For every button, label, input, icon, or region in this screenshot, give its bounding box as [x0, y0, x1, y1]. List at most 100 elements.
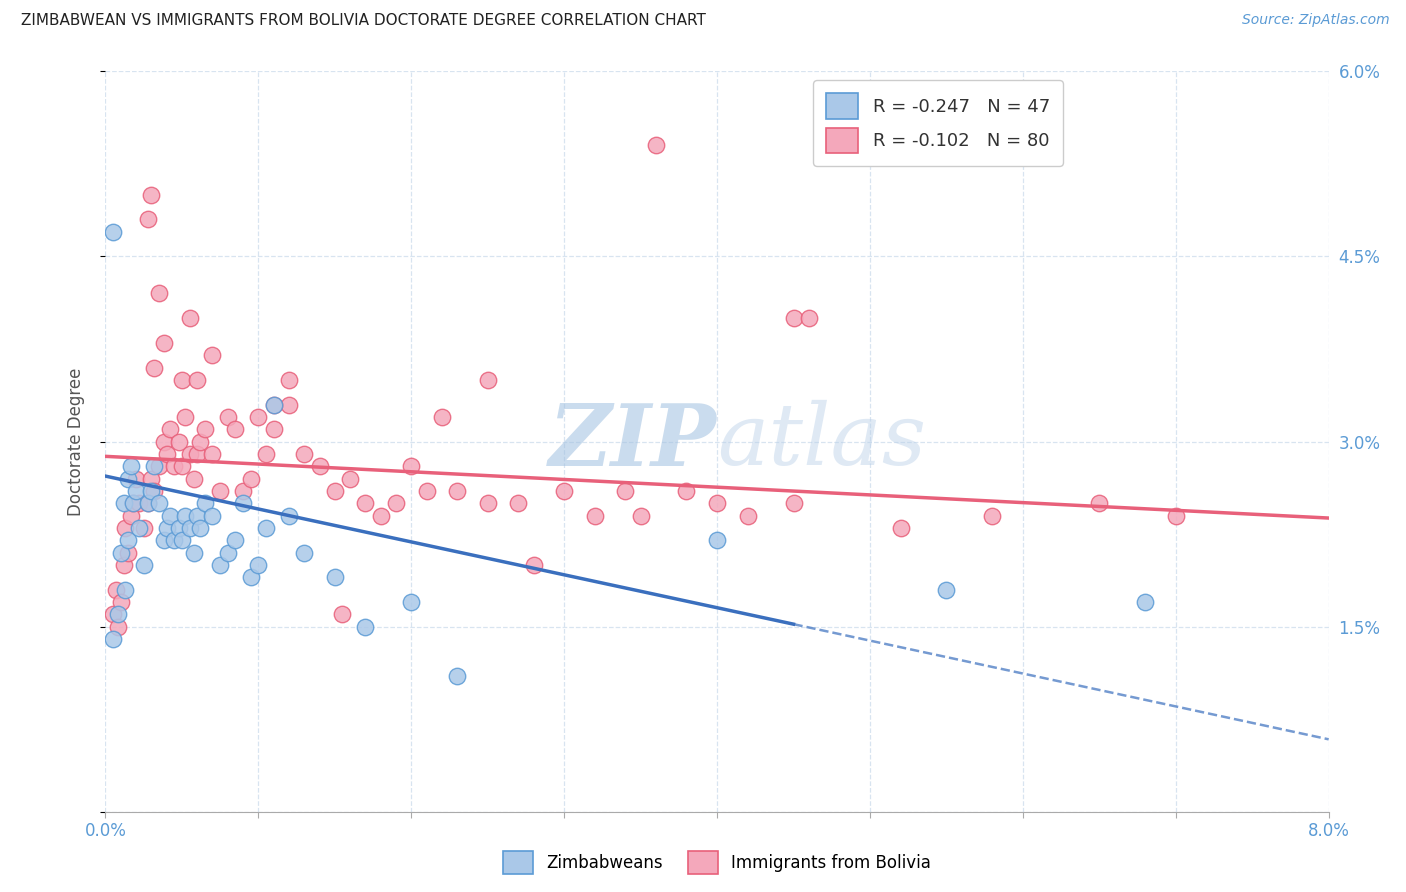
Point — [217, 545, 239, 560]
Point — [1133, 595, 1156, 609]
Point — [132, 558, 155, 572]
Point — [125, 483, 148, 498]
Point — [141, 471, 163, 485]
Point — [188, 521, 211, 535]
Point — [278, 508, 301, 523]
Point — [263, 422, 285, 436]
Point — [1088, 496, 1111, 510]
Point — [232, 496, 254, 510]
Point — [323, 570, 346, 584]
Point — [292, 545, 315, 560]
Point — [141, 187, 163, 202]
Point — [114, 521, 136, 535]
Point — [101, 607, 124, 622]
Point — [136, 212, 159, 227]
Point — [110, 595, 132, 609]
Point — [117, 533, 139, 548]
Point — [179, 447, 201, 461]
Point — [152, 533, 174, 548]
Point — [209, 483, 232, 498]
Point — [152, 434, 174, 449]
Point — [136, 496, 159, 510]
Point — [179, 521, 201, 535]
Point — [170, 459, 193, 474]
Point — [186, 373, 208, 387]
Point — [105, 582, 128, 597]
Point — [114, 582, 136, 597]
Point — [247, 558, 270, 572]
Point — [430, 409, 453, 424]
Point — [112, 496, 135, 510]
Point — [278, 398, 301, 412]
Point — [614, 483, 637, 498]
Point — [141, 483, 163, 498]
Point — [370, 508, 392, 523]
Point — [239, 570, 262, 584]
Point — [209, 558, 232, 572]
Point — [782, 496, 804, 510]
Point — [120, 459, 142, 474]
Point — [354, 619, 377, 633]
Point — [630, 508, 652, 523]
Point — [522, 558, 544, 572]
Point — [737, 508, 759, 523]
Point — [292, 447, 315, 461]
Legend: Zimbabweans, Immigrants from Bolivia: Zimbabweans, Immigrants from Bolivia — [496, 844, 938, 881]
Point — [644, 138, 668, 153]
Point — [117, 545, 139, 560]
Point — [201, 348, 224, 362]
Point — [188, 434, 211, 449]
Point — [101, 225, 124, 239]
Point — [117, 471, 139, 485]
Point — [354, 496, 377, 510]
Point — [935, 582, 957, 597]
Point — [167, 434, 190, 449]
Point — [675, 483, 697, 498]
Point — [706, 496, 728, 510]
Point — [385, 496, 408, 510]
Point — [136, 496, 159, 510]
Point — [152, 335, 174, 350]
Point — [254, 447, 277, 461]
Point — [1164, 508, 1187, 523]
Point — [797, 311, 820, 326]
Y-axis label: Doctorate Degree: Doctorate Degree — [66, 368, 84, 516]
Point — [553, 483, 575, 498]
Point — [224, 533, 246, 548]
Point — [107, 619, 129, 633]
Point — [239, 471, 262, 485]
Point — [159, 422, 181, 436]
Point — [132, 521, 155, 535]
Point — [122, 496, 145, 510]
Point — [186, 447, 208, 461]
Point — [128, 521, 150, 535]
Point — [194, 422, 217, 436]
Point — [889, 521, 911, 535]
Point — [143, 360, 166, 375]
Point — [110, 545, 132, 560]
Point — [477, 496, 499, 510]
Point — [201, 508, 224, 523]
Point — [981, 508, 1004, 523]
Point — [143, 459, 166, 474]
Point — [163, 533, 186, 548]
Point — [186, 508, 208, 523]
Point — [446, 669, 468, 683]
Point — [446, 483, 468, 498]
Point — [156, 521, 179, 535]
Point — [278, 373, 301, 387]
Point — [706, 533, 728, 548]
Point — [128, 496, 150, 510]
Text: ZIMBABWEAN VS IMMIGRANTS FROM BOLIVIA DOCTORATE DEGREE CORRELATION CHART: ZIMBABWEAN VS IMMIGRANTS FROM BOLIVIA DO… — [21, 13, 706, 29]
Point — [122, 496, 145, 510]
Point — [163, 459, 186, 474]
Point — [148, 286, 170, 301]
Point — [263, 398, 285, 412]
Text: Source: ZipAtlas.com: Source: ZipAtlas.com — [1241, 13, 1389, 28]
Point — [254, 521, 277, 535]
Point — [112, 558, 135, 572]
Point — [415, 483, 437, 498]
Point — [401, 595, 423, 609]
Point — [232, 483, 254, 498]
Point — [170, 533, 193, 548]
